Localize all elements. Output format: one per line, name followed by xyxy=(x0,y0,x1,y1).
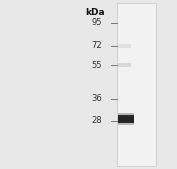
Text: kDa: kDa xyxy=(86,8,105,17)
Bar xyxy=(118,113,134,122)
Text: 55: 55 xyxy=(91,61,102,70)
Text: 36: 36 xyxy=(91,94,102,103)
Text: 72: 72 xyxy=(91,41,102,50)
Bar xyxy=(118,43,131,48)
Bar xyxy=(118,117,134,125)
Text: 28: 28 xyxy=(91,116,102,125)
Text: 95: 95 xyxy=(91,18,102,27)
Bar xyxy=(118,63,131,67)
Bar xyxy=(117,3,156,166)
Bar xyxy=(118,115,134,123)
